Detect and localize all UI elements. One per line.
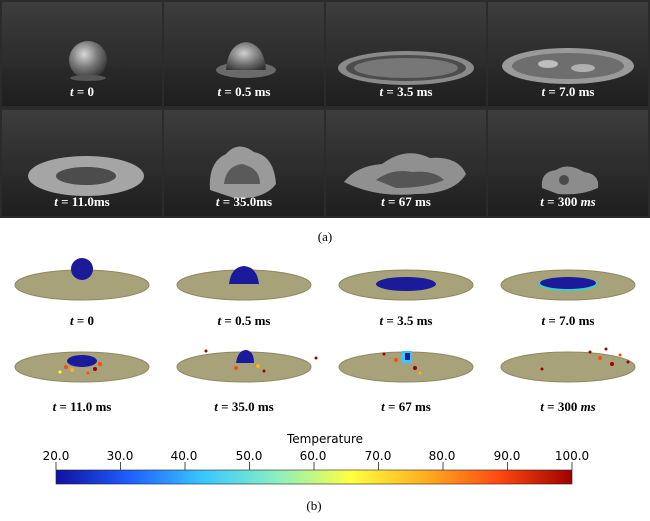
droplet-spread-photo <box>338 51 474 85</box>
photo-panel-8: t = 300 ms <box>488 110 648 216</box>
colorbar-tick-label: 60.0 <box>299 449 327 463</box>
photo-time-label: t = 67 ms <box>381 194 431 209</box>
colorbar-ticks <box>55 462 573 470</box>
sim-panel-8 <box>500 347 636 383</box>
sim-time-label: t = 7.0 ms <box>541 313 595 328</box>
colorbar-tick-label: 100.0 <box>554 449 590 463</box>
photo-panel-2: t = 0.5 ms <box>164 2 324 106</box>
droplet-sphere-photo <box>69 41 107 81</box>
colorbar-tick-label: 30.0 <box>106 449 134 463</box>
photo-time-label: t = 300 ms <box>540 194 596 209</box>
colorbar-tick-label: 50.0 <box>235 449 263 463</box>
sim-panel-3 <box>338 269 474 301</box>
sim-panel-4 <box>500 269 636 301</box>
colorbar-tick-label: 90.0 <box>493 449 521 463</box>
droplet-ring-photo <box>28 156 144 196</box>
colorbar-gradient <box>55 469 573 485</box>
droplet-residue-photo <box>541 166 599 195</box>
sim-panel-1 <box>14 258 150 301</box>
colorbar-tick-label: 70.0 <box>364 449 392 463</box>
sim-time-label: t = 300 ms <box>540 399 596 414</box>
photo-panel-7: t = 67 ms <box>326 110 486 216</box>
photo-time-label: t = 3.5 ms <box>379 84 433 99</box>
sim-time-label: t = 35.0 ms <box>214 399 274 414</box>
droplet-splash-photo <box>344 153 466 195</box>
photo-panel-6: t = 35.0ms <box>164 110 324 216</box>
colorbar-title: Temperature <box>286 432 363 446</box>
sim-time-label: t = 11.0 ms <box>52 399 112 414</box>
photo-time-label: t = 0.5 ms <box>217 84 271 99</box>
droplet-rebound-photo <box>209 146 276 199</box>
droplet-cap-photo <box>216 42 276 78</box>
colorbar-tick-label: 20.0 <box>42 449 70 463</box>
caption-a: (a) <box>317 229 333 244</box>
photo-time-label: t = 0 <box>69 84 95 99</box>
caption-b: (b) <box>306 498 322 513</box>
sim-time-label: t = 0.5 ms <box>217 313 271 328</box>
sim-panel-2 <box>176 266 312 301</box>
photo-time-label: t = 7.0 ms <box>541 84 595 99</box>
sim-panel-6 <box>176 349 318 383</box>
sim-panel-5 <box>14 351 150 383</box>
photo-time-label: t = 35.0ms <box>215 194 273 209</box>
photo-panel-4: t = 7.0 ms <box>488 2 648 106</box>
photo-panel-1: t = 0 <box>2 2 162 106</box>
sim-time-label: t = 67 ms <box>381 399 431 414</box>
sim-time-label: t = 3.5 ms <box>379 313 433 328</box>
colorbar-tick-label: 80.0 <box>428 449 456 463</box>
photo-panel-5: t = 11.0ms <box>2 110 162 216</box>
photo-panel-3: t = 3.5 ms <box>326 2 486 106</box>
sim-panel-7 <box>338 351 474 383</box>
droplet-boiling-photo <box>502 48 634 84</box>
sim-time-label: t = 0 <box>69 313 95 328</box>
simulation-drawings <box>14 258 636 383</box>
temperature-colorbar <box>55 462 573 485</box>
photo-time-label: t = 11.0ms <box>54 194 110 209</box>
colorbar-tick-label: 40.0 <box>170 449 198 463</box>
experiment-photo-figure: t = 0 t = 0.5 ms t = 3.5 ms t = 7.0 ms <box>0 0 650 218</box>
